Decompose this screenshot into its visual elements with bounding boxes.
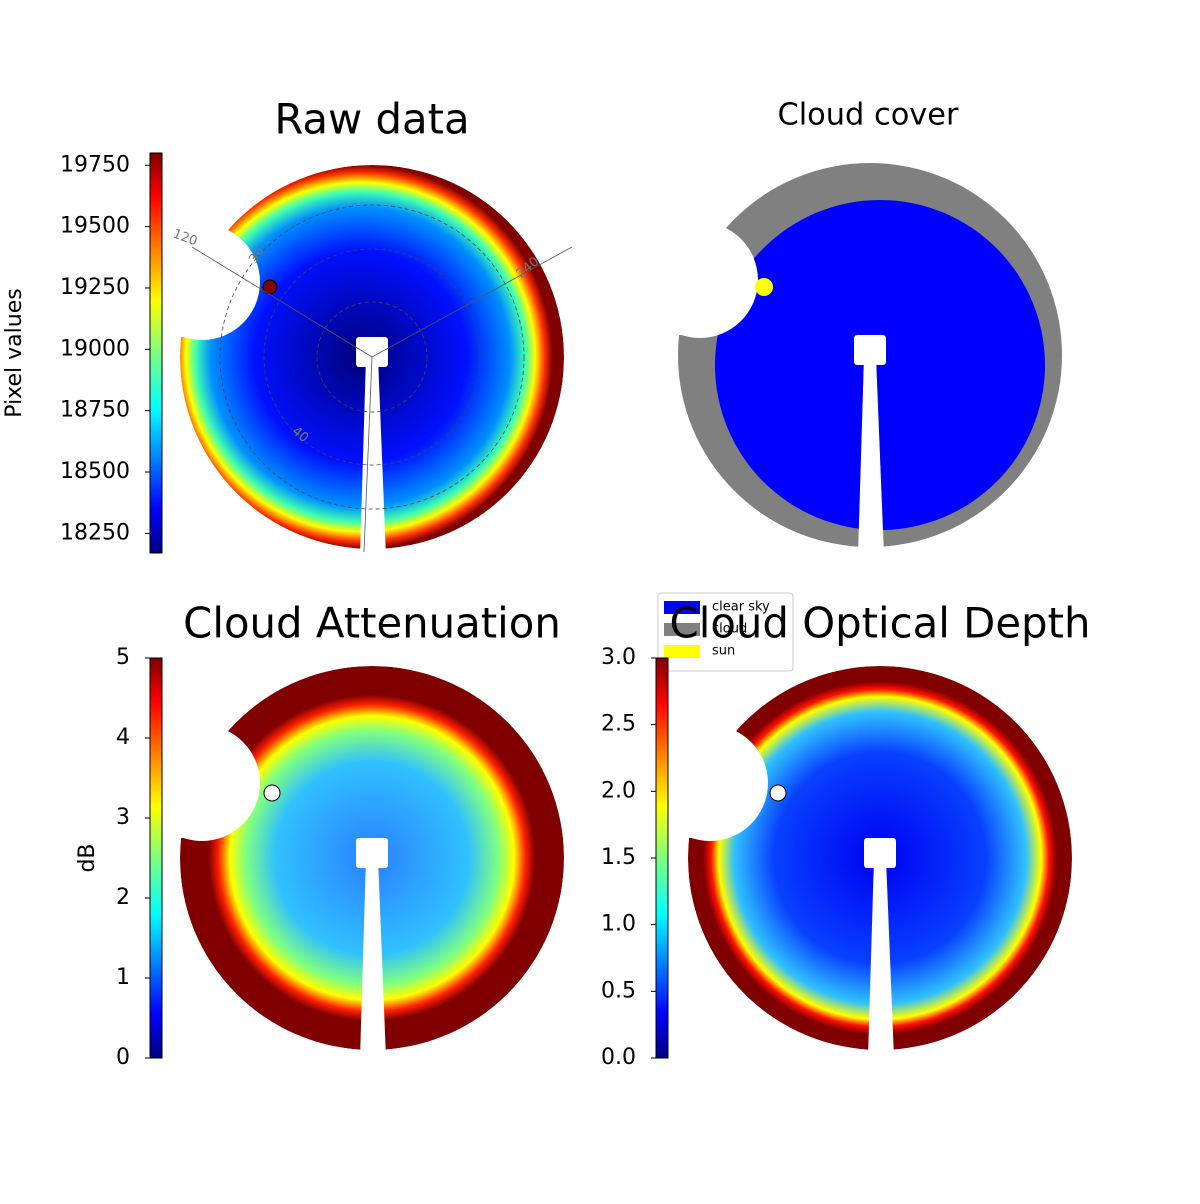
panel-title: Raw data — [274, 95, 469, 144]
legend-swatch — [664, 645, 700, 658]
colorbar-tick-label: 18250 — [60, 520, 130, 545]
panel-title: Cloud Optical Depth — [670, 599, 1091, 648]
chart-layer: Raw data 18250 18500 18750 19000 19250 19500 19… — [2, 95, 1090, 1071]
colorbar-tick-label: 1.5 — [601, 845, 636, 870]
colorbar-tick-label: 19750 — [60, 152, 130, 177]
colorbar-tick-label: 2 — [116, 885, 130, 910]
colorbar-tick-label: 3.0 — [601, 645, 636, 670]
colorbar — [655, 657, 669, 1059]
panel-title: Cloud cover — [778, 98, 959, 133]
colorbar-tick-label: 1.0 — [601, 912, 636, 937]
panel-title: Cloud Attenuation — [183, 599, 561, 648]
legend-swatch — [664, 601, 700, 614]
colorbar-tick-label: 1 — [116, 965, 130, 990]
polar-annotation: 30 — [246, 244, 267, 266]
cloud-cover-image — [674, 159, 1066, 551]
colorbar-tick-label: 0.0 — [601, 1045, 636, 1070]
colorbar-tick-label: 2.0 — [601, 778, 636, 803]
colorbar-label: Pixel values — [2, 288, 27, 417]
colorbar-tick-label: 18500 — [60, 459, 130, 484]
colorbar — [149, 152, 163, 554]
colorbar-tick-label: 0.5 — [601, 978, 636, 1003]
colorbar-tick-label: 18750 — [60, 398, 130, 423]
legend-swatch — [664, 623, 700, 636]
colorbar-label: dB — [75, 843, 100, 872]
attenuation-image — [180, 666, 564, 1050]
colorbar-tick-label: 19500 — [60, 214, 130, 239]
legend-label: cloud — [712, 622, 747, 637]
colorbar-tick-label: 5 — [116, 645, 130, 670]
colorbar — [149, 657, 163, 1059]
colorbar-tick-label: 19000 — [60, 336, 130, 361]
colorbar-tick-label: 4 — [116, 725, 130, 750]
colorbar-tick-label: 0 — [116, 1045, 130, 1070]
polar-annotation: 120 — [171, 227, 199, 250]
colorbar-tick-label: 3 — [116, 805, 130, 830]
legend-label: clear sky — [712, 600, 770, 615]
colorbar-tick-label: 2.5 — [601, 712, 636, 737]
legend-label: sun — [712, 644, 735, 659]
colorbar-tick-label: 19250 — [60, 275, 130, 300]
cod-image — [688, 666, 1072, 1050]
raw-image — [180, 165, 573, 553]
